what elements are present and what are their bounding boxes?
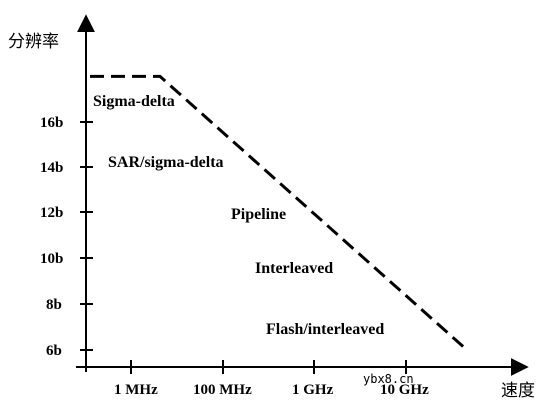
annotation-sigma-delta: Sigma-delta bbox=[93, 93, 175, 110]
y-tick-label-8b: 8b bbox=[46, 297, 62, 313]
series-boundary-line bbox=[90, 74, 468, 352]
y-tick-label-6b: 6b bbox=[46, 343, 62, 359]
x-tick-label-1mhz: 1 MHz bbox=[114, 382, 158, 398]
x-axis-title: 速度 bbox=[501, 381, 535, 401]
x-tick-label-100mhz: 100 MHz bbox=[193, 382, 252, 398]
y-axis-title: 分辨率 bbox=[8, 32, 59, 52]
annotation-interleaved: Interleaved bbox=[255, 260, 333, 277]
x-tick-label-1ghz: 1 GHz bbox=[292, 382, 334, 398]
x-tick-label-10ghz: 10 GHz bbox=[380, 382, 429, 398]
y-tick-label-16b: 16b bbox=[40, 115, 63, 131]
annotation-pipeline: Pipeline bbox=[231, 206, 286, 223]
y-tick-label-10b: 10b bbox=[40, 251, 63, 267]
annotation-flash-interleaved: Flash/interleaved bbox=[266, 321, 384, 338]
annotation-sar-sigma-delta: SAR/sigma-delta bbox=[108, 154, 224, 171]
watermark-text: ybx8.cn bbox=[363, 372, 414, 386]
y-tick-label-14b: 14b bbox=[40, 160, 63, 176]
y-tick-label-12b: 12b bbox=[40, 205, 63, 221]
